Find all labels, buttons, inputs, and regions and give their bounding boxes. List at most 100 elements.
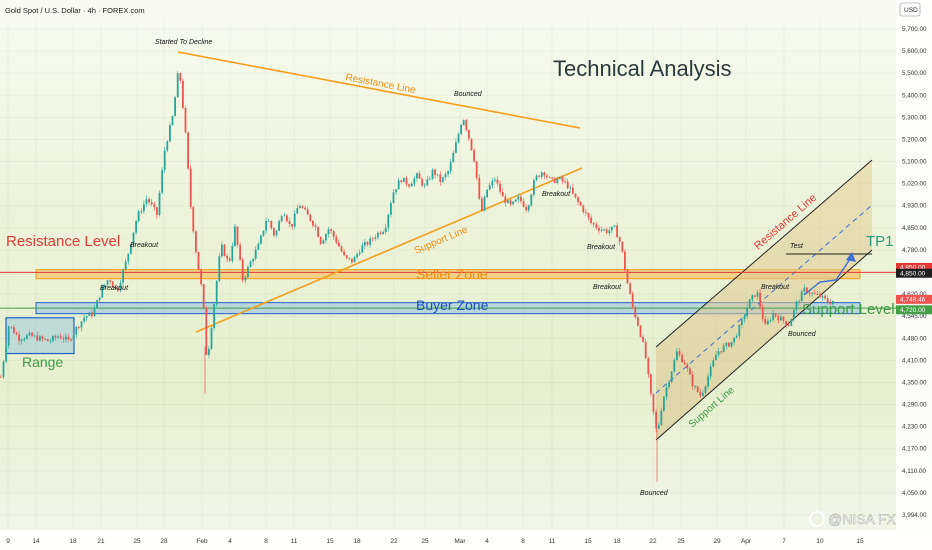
x-tick-label: 22 [649, 538, 657, 545]
candle-body [769, 319, 772, 321]
candle-body [119, 282, 122, 291]
candle-body [2, 361, 5, 377]
candle-body [473, 150, 475, 162]
candle-body [520, 196, 522, 202]
candle-body [592, 222, 595, 225]
candle-body [163, 150, 166, 171]
candle-body [616, 225, 618, 238]
candle-body [62, 338, 65, 340]
candle-body [166, 141, 169, 151]
currency-badge[interactable] [899, 2, 921, 17]
chart-title: Technical Analysis [553, 56, 732, 81]
candle-body [795, 301, 798, 310]
candle-body [741, 319, 743, 326]
candle-body [208, 348, 210, 355]
candle-body [223, 244, 226, 257]
time-axis[interactable]: 9 14 18 21 25 28 Feb 4 8 11 15 18 22 25 Mar 4 8 11 15 18 22 2… [0, 530, 932, 550]
candle-body [696, 386, 699, 393]
candle-body [85, 315, 88, 318]
candle-body [429, 178, 431, 180]
candle-body [46, 339, 49, 342]
seller-zone-box [35, 269, 861, 280]
watermark: @NISA FX [809, 511, 897, 527]
candle-body [366, 242, 369, 245]
candle-body [132, 232, 135, 245]
candle-body [423, 185, 426, 187]
candle-body [826, 298, 829, 303]
candle-body [135, 221, 137, 233]
candle-body [93, 308, 96, 317]
candle-body [332, 231, 335, 237]
candle-body [374, 237, 377, 239]
candle-body [306, 209, 309, 215]
y-tick-label: 4,290.00 [902, 402, 927, 409]
candle-body [358, 252, 361, 255]
candle-body [663, 396, 665, 411]
candle-body [681, 354, 683, 363]
y-tick-label: 5,300.00 [902, 114, 927, 121]
candle-body [122, 269, 124, 283]
candle-body [88, 312, 91, 316]
candle-body [733, 337, 735, 343]
candle-body [351, 258, 353, 263]
projection-arrowhead [846, 252, 856, 262]
candle-body [384, 227, 387, 233]
candle-body [527, 205, 530, 211]
candle-body [421, 178, 423, 186]
x-tick-label: 9 [6, 538, 10, 545]
candle-body [634, 306, 637, 318]
candle-body [553, 178, 556, 183]
candle-body [59, 336, 62, 339]
current-price-badge [896, 294, 932, 304]
candle-body [106, 280, 109, 285]
candle-body [673, 360, 676, 372]
candle-body [533, 180, 535, 195]
candle-body [488, 185, 491, 190]
candle-body [556, 178, 559, 183]
candle-body [676, 351, 678, 361]
candle-body [330, 229, 332, 232]
candle-body [319, 236, 322, 244]
candle-body [348, 257, 351, 259]
currency-label: USD [904, 7, 918, 14]
candle-body [54, 336, 57, 338]
candle-body [309, 214, 312, 221]
candle-body [764, 319, 767, 325]
candle-body [150, 202, 153, 205]
candle-body [104, 284, 106, 288]
candle-body [434, 169, 436, 176]
bounced-bottom-label: Bounced [640, 490, 669, 497]
candle-body [397, 180, 400, 190]
candle-body [746, 308, 748, 317]
candle-body [260, 235, 262, 244]
candle-body [249, 261, 252, 268]
candle-body [228, 258, 231, 261]
candle-body [509, 200, 512, 205]
candle-body [720, 351, 722, 353]
candle-body [722, 345, 725, 352]
price-axis[interactable]: 5,700.00 5,600.00 5,500.00 5,400.00 5,300.00… [896, 0, 932, 530]
candle-body [65, 336, 67, 340]
support-trend-label: Support Line [413, 224, 470, 256]
candle-body [117, 288, 119, 291]
candle-body [364, 242, 366, 246]
candle-body [283, 215, 286, 217]
candle-body [730, 342, 733, 347]
candle-body [392, 192, 395, 204]
candle-body [579, 202, 582, 206]
candle-body [356, 254, 358, 258]
x-tick-label: 11 [291, 538, 298, 545]
tp1-label: TP1 [866, 233, 894, 250]
candle-body [426, 179, 429, 186]
candle-body [709, 366, 712, 377]
candle-body [738, 325, 741, 337]
candle-body [574, 193, 577, 198]
candle-body [335, 236, 338, 243]
candle-body [678, 351, 681, 355]
candle-body [187, 132, 189, 169]
y-tick-label: 4,350.00 [902, 379, 927, 386]
symbol-header: Gold Spot / U.S. Dollar · 4h · FOREX.com [5, 6, 145, 15]
candle-body [322, 240, 325, 244]
candle-body [491, 180, 494, 186]
